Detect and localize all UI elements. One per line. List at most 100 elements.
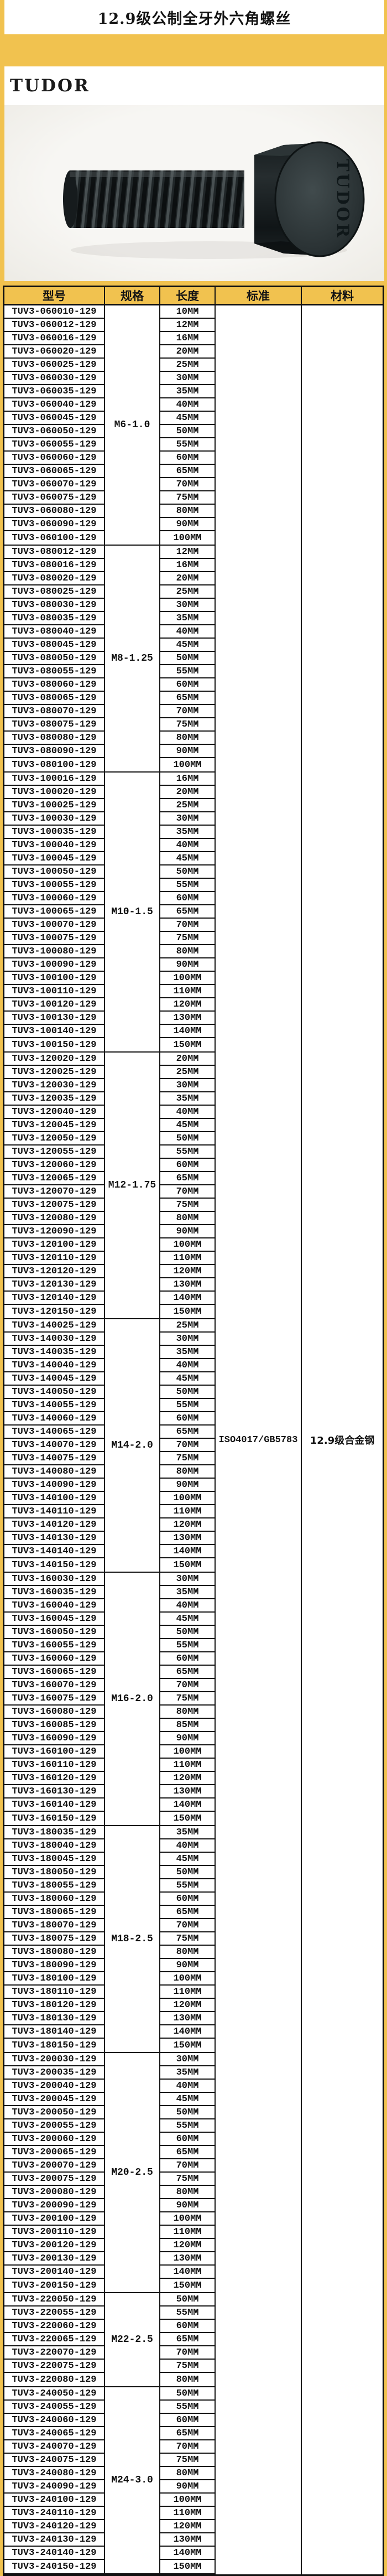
brand-banner: TUDOR [4,66,384,105]
model-cell: TUV3-140045-129 [4,1372,104,1386]
model-cell: TUV3-060100-129 [4,531,104,545]
model-cell: TUV3-080030-129 [4,599,104,612]
model-cell: TUV3-160065-129 [4,1666,104,1679]
length-cell: 75MM [160,932,215,945]
model-cell: TUV3-180080-129 [4,1946,104,1959]
model-cell: TUV3-060045-129 [4,412,104,425]
length-cell: 10MM [160,305,215,319]
length-cell: 70MM [160,919,215,932]
length-cell: 25MM [160,359,215,372]
length-cell: 20MM [160,786,215,799]
length-cell: 12MM [160,319,215,332]
length-cell: 25MM [160,799,215,812]
model-cell: TUV3-160150-129 [4,1812,104,1825]
model-cell: TUV3-080070-129 [4,705,104,718]
model-cell: TUV3-140110-129 [4,1505,104,1518]
model-cell: TUV3-060020-129 [4,345,104,359]
length-cell: 120MM [160,1772,215,1785]
model-cell: TUV3-180075-129 [4,1932,104,1946]
length-cell: 80MM [160,1946,215,1959]
model-cell: TUV3-160080-129 [4,1706,104,1719]
model-cell: TUV3-180050-129 [4,1866,104,1879]
length-column: 35MM 40MM 45MM 50MM 55MM 60MM 65MM 70MM 75MM 80MM… [160,1826,216,2052]
model-cell: TUV3-160075-129 [4,1692,104,1706]
length-column: 10MM 12MM 16MM 20MM 25MM 30MM 35MM 40MM 45MM 50MM… [160,305,216,545]
model-cell: TUV3-100060-129 [4,892,104,905]
length-cell: 45MM [160,2093,215,2106]
model-cell: TUV3-120080-129 [4,1212,104,1225]
length-cell: 80MM [160,732,215,745]
length-cell: 30MM [160,1573,215,1586]
spec-column: M20-2.5 [105,2053,160,2292]
model-cell: TUV3-140090-129 [4,1479,104,1492]
length-cell: 50MM [160,2387,215,2401]
length-cell: 80MM [160,2373,215,2386]
model-cell: TUV3-060035-129 [4,385,104,398]
model-cell: TUV3-140040-129 [4,1359,104,1372]
table-group: TUV3-060010-129 TUV3-060012-129 TUV3-06001… [4,305,216,546]
model-cell: TUV3-120050-129 [4,1132,104,1146]
length-cell: 70MM [160,478,215,491]
spec-label: M24-3.0 [111,2475,153,2486]
length-cell: 35MM [160,1586,215,1599]
model-cell: TUV3-180140-129 [4,2025,104,2039]
header-model: 型号 [4,287,105,304]
model-cell: TUV3-060065-129 [4,465,104,478]
model-cell: TUV3-200055-129 [4,2119,104,2133]
length-cell: 100MM [160,1238,215,1252]
model-cell: TUV3-100130-129 [4,1012,104,1025]
length-cell: 55MM [160,1399,215,1412]
model-cell: TUV3-060075-129 [4,491,104,505]
model-cell: TUV3-200100-129 [4,2212,104,2226]
model-cell: TUV3-220065-129 [4,2333,104,2346]
model-cell: TUV3-180065-129 [4,1906,104,1919]
model-cell: TUV3-060025-129 [4,359,104,372]
model-cell: TUV3-100030-129 [4,812,104,826]
model-cell: TUV3-080012-129 [4,546,104,559]
length-cell: 120MM [160,2520,215,2533]
model-cell: TUV3-060080-129 [4,505,104,518]
length-cell: 25MM [160,585,215,599]
model-cell: TUV3-060040-129 [4,398,104,412]
length-cell: 60MM [160,1893,215,1906]
model-cell: TUV3-140100-129 [4,1492,104,1505]
length-cell: 110MM [160,1505,215,1518]
model-cell: TUV3-140120-129 [4,1518,104,1532]
length-cell: 65MM [160,1906,215,1919]
model-cell: TUV3-200075-129 [4,2173,104,2186]
model-cell: TUV3-080055-129 [4,665,104,678]
model-cell: TUV3-160060-129 [4,1652,104,1666]
length-cell: 90MM [160,2480,215,2494]
model-cell: TUV3-240130-129 [4,2533,104,2547]
length-cell: 75MM [160,1452,215,1465]
model-cell: TUV3-140060-129 [4,1412,104,1426]
model-cell: TUV3-160040-129 [4,1599,104,1613]
length-cell: 80MM [160,505,215,518]
model-cell: TUV3-200040-129 [4,2080,104,2093]
model-cell: TUV3-180060-129 [4,1893,104,1906]
model-cell: TUV3-140150-129 [4,1558,104,1572]
model-cell: TUV3-100035-129 [4,826,104,839]
length-cell: 30MM [160,1079,215,1092]
table-group: TUV3-160030-129 TUV3-160035-129 TUV3-16004… [4,1573,216,1826]
length-cell: 75MM [160,2454,215,2467]
model-cell: TUV3-180045-129 [4,1853,104,1866]
model-cell: TUV3-160120-129 [4,1772,104,1785]
length-cell: 60MM [160,2320,215,2333]
length-cell: 35MM [160,2066,215,2080]
model-cell: TUV3-120035-129 [4,1092,104,1106]
model-column: TUV3-220050-129 TUV3-220055-129 TUV3-22006… [4,2293,105,2386]
length-cell: 55MM [160,665,215,678]
model-cell: TUV3-060060-129 [4,452,104,465]
length-cell: 50MM [160,1132,215,1146]
length-cell: 45MM [160,412,215,425]
length-cell: 50MM [160,425,215,438]
model-column: TUV3-080012-129 TUV3-080016-129 TUV3-08002… [4,546,105,771]
model-cell: TUV3-240065-129 [4,2427,104,2440]
model-cell: TUV3-120070-129 [4,1185,104,1199]
length-cell: 35MM [160,1346,215,1359]
length-cell: 40MM [160,1599,215,1613]
model-cell: TUV3-200045-129 [4,2093,104,2106]
header-standard: 标准 [216,287,302,304]
length-cell: 110MM [160,2507,215,2520]
